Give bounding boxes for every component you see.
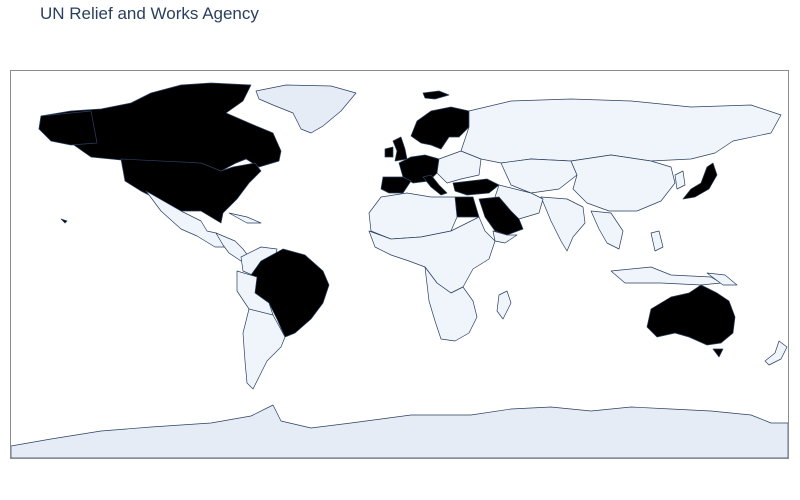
country-alaska[interactable]: [38, 110, 98, 146]
country-papua-new-guinea[interactable]: [706, 272, 738, 286]
country-southeast-asia[interactable]: [590, 210, 624, 250]
world-map-svg[interactable]: [11, 71, 788, 458]
country-spain-portugal[interactable]: [380, 176, 412, 194]
country-australia[interactable]: [646, 284, 736, 346]
country-united-kingdom[interactable]: [392, 136, 408, 162]
country-ireland[interactable]: [384, 146, 394, 158]
country-iceland[interactable]: [422, 90, 450, 100]
country-central-asia[interactable]: [500, 158, 578, 194]
country-tasmania[interactable]: [712, 348, 724, 358]
country-turkey[interactable]: [452, 178, 500, 196]
country-saudi-arabia-gulf[interactable]: [478, 196, 524, 236]
country-madagascar[interactable]: [496, 290, 512, 320]
country-new-zealand[interactable]: [764, 340, 788, 366]
country-russia[interactable]: [460, 98, 782, 164]
country-canada[interactable]: [38, 82, 282, 172]
country-japan[interactable]: [682, 162, 718, 200]
country-united-states[interactable]: [120, 158, 262, 224]
country-antarctica[interactable]: [11, 404, 788, 458]
country-greenland[interactable]: [255, 84, 357, 134]
country-west-central-africa[interactable]: [368, 216, 496, 294]
country-egypt[interactable]: [454, 196, 480, 218]
country-cuba[interactable]: [228, 212, 262, 224]
country-southern-africa[interactable]: [424, 266, 478, 342]
country-indonesia[interactable]: [610, 266, 722, 286]
country-hawaii[interactable]: [60, 218, 68, 224]
country-philippines[interactable]: [650, 230, 664, 252]
country-yemen[interactable]: [492, 230, 518, 244]
country-argentina-chile[interactable]: [242, 308, 286, 390]
country-india[interactable]: [540, 196, 586, 252]
country-korea[interactable]: [674, 170, 686, 190]
world-map[interactable]: [10, 70, 789, 459]
map-title: UN Relief and Works Agency: [40, 4, 259, 23]
country-italy[interactable]: [422, 174, 448, 196]
country-china[interactable]: [570, 154, 676, 212]
country-norway-sweden-finland[interactable]: [410, 106, 470, 150]
